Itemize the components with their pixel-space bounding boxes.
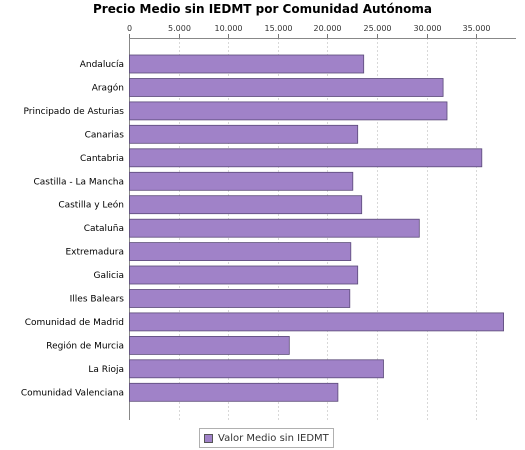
bar [129,171,354,191]
category-label: Aragón [92,83,124,94]
bar [129,195,363,215]
category-label: Canarias [85,130,125,140]
legend: Valor Medio sin IEDMT [199,428,334,448]
category-label: Castilla - La Mancha [33,177,124,187]
legend-label: Valor Medio sin IEDMT [218,432,329,444]
legend-swatch [204,433,213,443]
bar [129,218,420,238]
category-label: Región de Murcia [46,340,124,351]
x-tick-label: 5.000 [168,24,191,33]
bar [129,289,351,308]
bar [129,242,352,262]
x-tick-label: 15.000 [265,24,293,33]
category-label: Cataluña [84,224,124,234]
bar [129,382,339,402]
x-tick-label: 20.000 [314,24,342,33]
category-label: Principado de Asturias [23,107,124,117]
bar [129,335,290,355]
x-tick-label: 30.000 [414,24,442,33]
category-label: Comunidad de Madrid [25,318,124,328]
bar [129,359,384,379]
bar [129,54,365,74]
category-label: Comunidad Valenciana [21,388,124,398]
bar [129,148,483,168]
bar [129,265,359,285]
category-label: Cantabria [80,154,124,164]
bar [129,124,359,144]
x-tick-label: 35.000 [463,24,491,33]
bar [129,312,505,332]
category-label: La Rioja [88,365,124,375]
category-label: Andalucía [80,60,124,70]
bar [129,78,444,97]
x-tick-label: 10.000 [215,24,243,33]
chart-title: Precio Medio sin IEDMT por Comunidad Aut… [93,2,432,16]
category-label: Extremadura [66,248,125,258]
x-tick-label: 0 [127,24,132,33]
category-label: Illes Balears [70,295,125,305]
category-label: Galicia [94,271,124,281]
x-tick-label: 25.000 [364,24,392,33]
category-label: Castilla y León [58,200,124,211]
bar [129,101,448,121]
